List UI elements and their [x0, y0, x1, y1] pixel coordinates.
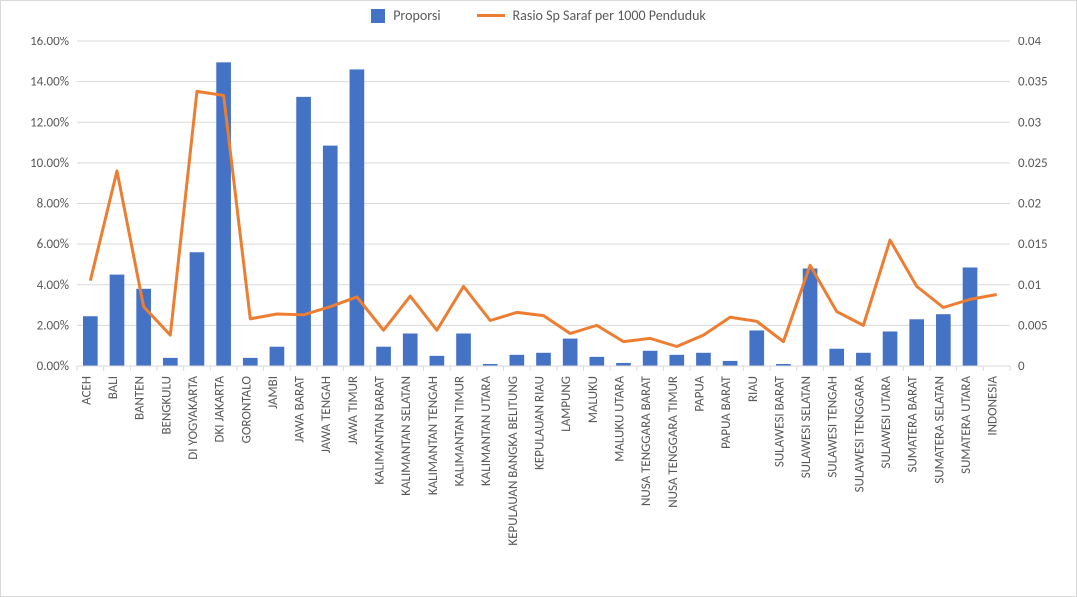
svg-text:14.00%: 14.00%: [30, 75, 69, 90]
svg-text:0.03: 0.03: [1018, 115, 1041, 130]
bar: [829, 349, 844, 366]
svg-text:2.00%: 2.00%: [37, 318, 69, 333]
legend-item-rasio: Rasio Sp Saraf per 1000 Penduduk: [477, 7, 706, 24]
x-axis-label: KEPULAUAN BANGKA BELITUNG: [506, 376, 521, 546]
bar: [110, 275, 125, 366]
chart-frame: Proporsi Rasio Sp Saraf per 1000 Pendudu…: [0, 0, 1077, 597]
legend-item-proporsi: Proporsi: [371, 7, 440, 24]
x-axis-label: RIAU: [746, 376, 761, 402]
x-axis-label: BANTEN: [133, 376, 148, 420]
bar: [696, 353, 711, 366]
svg-text:6.00%: 6.00%: [37, 237, 69, 252]
x-axis-label: BALI: [106, 376, 121, 399]
bar: [909, 319, 924, 366]
x-axis-label: KALIMANTAN UTARA: [479, 376, 494, 486]
x-axis-label: DI YOGYAKARTA: [186, 376, 201, 460]
x-axis-label: KALIMANTAN SELATAN: [399, 376, 414, 496]
bar: [936, 314, 951, 366]
x-axis-label: SULAWESI SELATAN: [799, 376, 814, 478]
svg-text:0.005: 0.005: [1018, 318, 1048, 333]
x-axis-label: SULAWESI TENGGARA: [852, 376, 867, 493]
bar: [643, 351, 658, 366]
chart-svg: 0.00% 2.00% 4.00% 6.00% 8.00% 10.00% 12.00% 14.…: [11, 37, 1066, 586]
x-axis-label: PAPUA BARAT: [719, 375, 734, 449]
x-axis-label: BENGKULU: [159, 376, 174, 434]
svg-text:0.015: 0.015: [1018, 237, 1048, 252]
x-axis-label: NUSA TENGGARA TIMUR: [666, 376, 681, 508]
x-axis-label: SULAWESI BARAT: [772, 375, 787, 467]
bar: [536, 353, 551, 366]
bar: [323, 146, 338, 366]
x-axis-label: SUMATERA UTARA: [959, 376, 974, 474]
x-axis-label: JAWA TIMUR: [346, 376, 361, 445]
svg-text:10.00%: 10.00%: [30, 156, 69, 171]
bar: [243, 358, 258, 366]
legend: Proporsi Rasio Sp Saraf per 1000 Pendudu…: [1, 7, 1076, 24]
x-axis-label: MALUKU: [586, 376, 601, 423]
bar: [403, 334, 418, 367]
x-axis-label: KEPULAUAN RIAU: [533, 376, 548, 470]
svg-text:12.00%: 12.00%: [30, 115, 69, 130]
bar: [589, 357, 604, 366]
svg-text:0.00%: 0.00%: [37, 359, 69, 374]
svg-text:4.00%: 4.00%: [37, 278, 69, 293]
x-axis-label: SULAWESI TENGAH: [826, 376, 841, 478]
bar: [563, 339, 578, 366]
x-axis-label: PAPUA: [692, 376, 707, 412]
bar: [749, 330, 764, 366]
svg-text:0.01: 0.01: [1018, 278, 1041, 293]
svg-text:8.00%: 8.00%: [37, 197, 69, 212]
svg-text:16.00%: 16.00%: [30, 37, 69, 49]
svg-text:0.02: 0.02: [1018, 197, 1041, 212]
svg-text:0.025: 0.025: [1018, 156, 1048, 171]
bar: [83, 316, 98, 366]
legend-swatch-line: [477, 14, 505, 17]
x-axis-label: GORONTALO: [239, 376, 254, 444]
x-axis-label: ACEH: [79, 376, 94, 405]
x-axis-label: KALIMANTAN BARAT: [373, 375, 388, 484]
bar: [190, 252, 205, 366]
x-axis-label: SUMATERA SELATAN: [932, 376, 947, 484]
svg-text:0.035: 0.035: [1018, 75, 1048, 90]
x-axis-label: KALIMANTAN TENGAH: [426, 376, 441, 495]
x-axis-label: MALUKU UTARA: [612, 376, 627, 462]
chart-area: 0.00% 2.00% 4.00% 6.00% 8.00% 10.00% 12.00% 14.…: [11, 37, 1066, 586]
x-axis-label: DKI JAKARTA: [213, 376, 228, 443]
legend-swatch-bar: [371, 9, 385, 23]
x-axis-label: INDONESIA: [986, 376, 1001, 436]
x-axis-label: LAMPUNG: [559, 376, 574, 432]
bar: [296, 97, 311, 366]
legend-label: Proporsi: [393, 7, 440, 24]
x-axis-label: JAWA BARAT: [293, 375, 308, 442]
x-axis-label: SUMATERA BARAT: [906, 375, 921, 472]
bar: [669, 355, 684, 366]
bar: [456, 334, 471, 367]
bar: [350, 69, 365, 366]
bar: [270, 347, 285, 366]
bar: [883, 331, 898, 366]
bar: [430, 356, 445, 366]
x-axis-label: SULAWESI UTARA: [879, 376, 894, 469]
x-axis-label: NUSA TENGGARA BARAT: [639, 375, 654, 506]
bar: [963, 267, 978, 366]
bar: [163, 358, 178, 366]
bar: [376, 347, 391, 366]
x-axis-label: JAWA TENGAH: [319, 376, 334, 453]
legend-label: Rasio Sp Saraf per 1000 Penduduk: [513, 7, 706, 24]
bar: [510, 355, 525, 366]
bar: [856, 353, 871, 366]
x-axis-label: JAMBI: [266, 376, 281, 409]
x-axis-label: KALIMANTAN TIMUR: [453, 376, 468, 486]
svg-text:0.04: 0.04: [1018, 37, 1041, 49]
bar: [723, 361, 738, 366]
svg-text:0: 0: [1018, 359, 1025, 374]
